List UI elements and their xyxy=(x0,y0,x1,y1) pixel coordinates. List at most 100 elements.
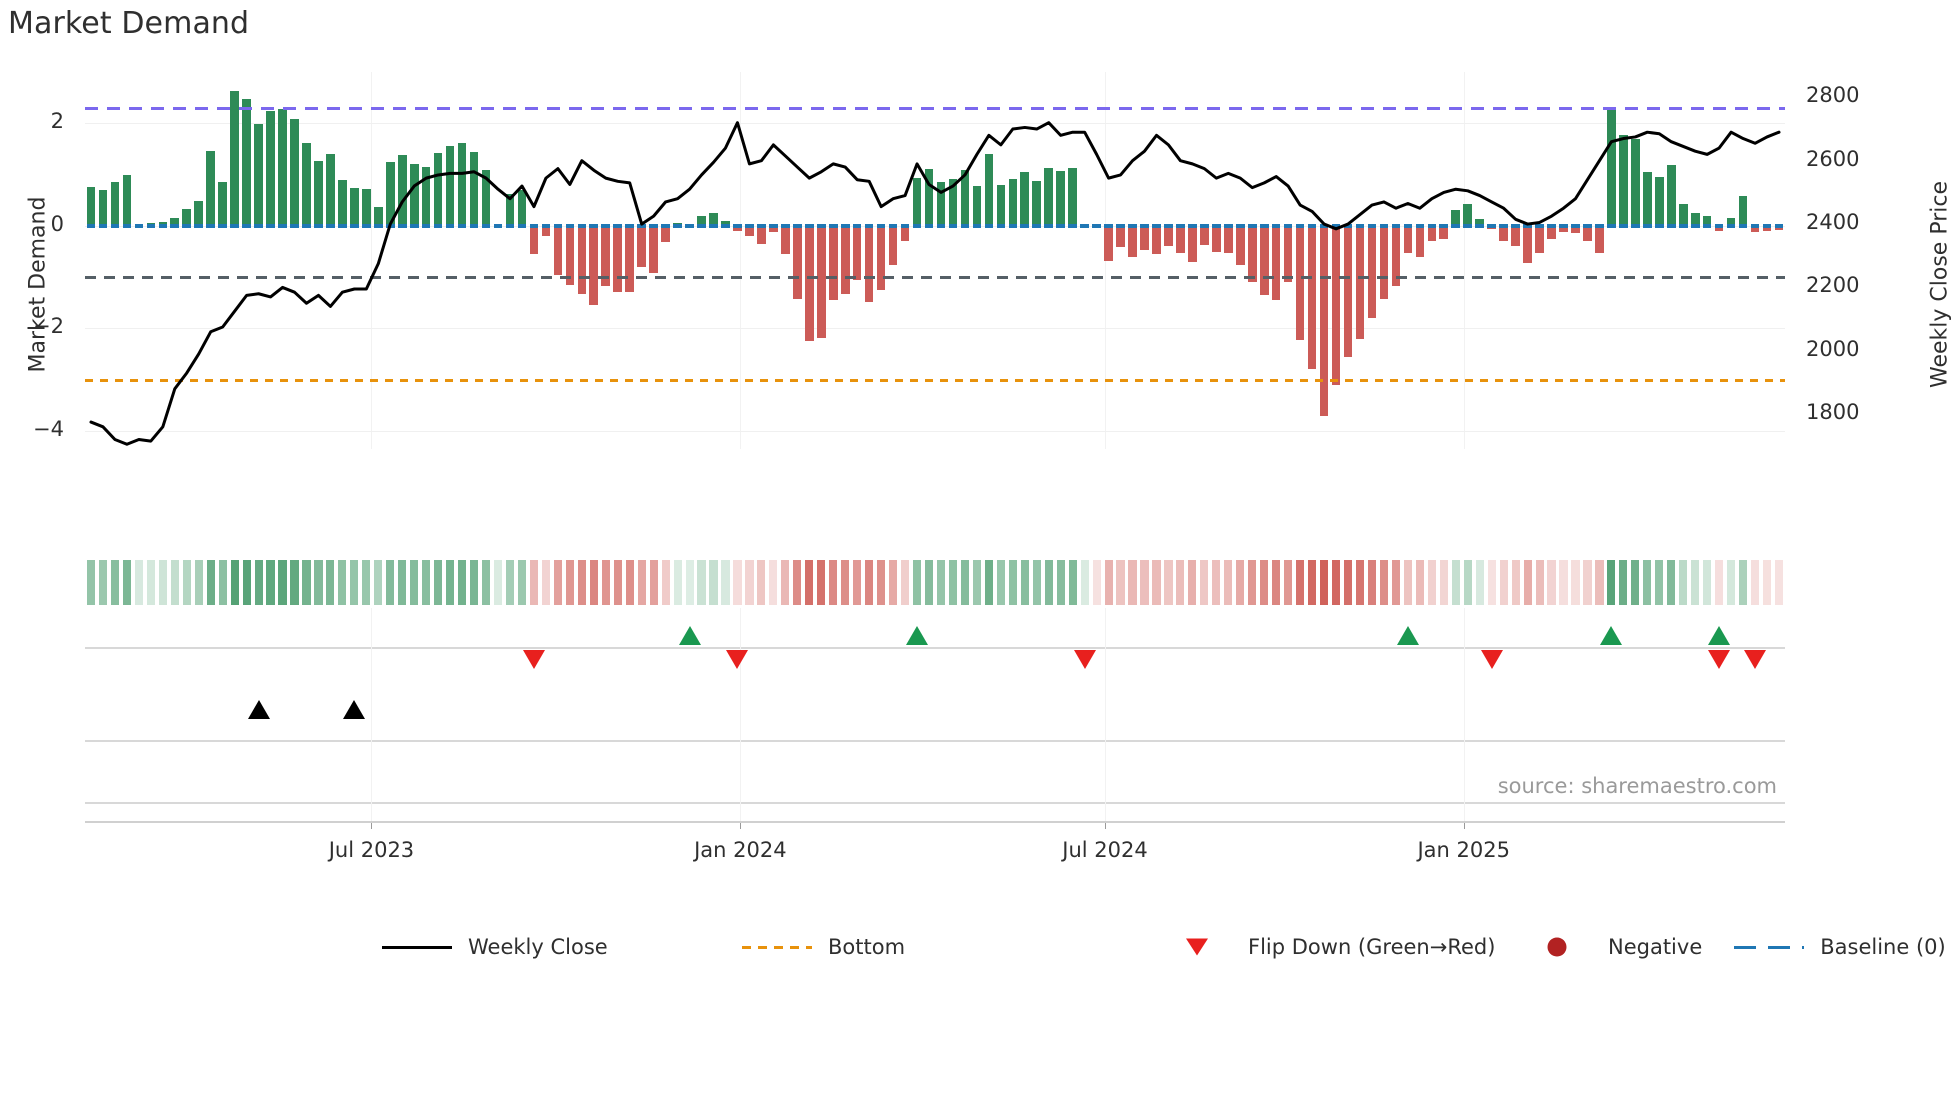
heat-cell xyxy=(182,560,191,605)
y-axis-right-label: Weekly Close Price xyxy=(1927,181,1953,388)
demand-bar xyxy=(601,225,611,287)
heat-cell xyxy=(1427,560,1436,605)
demand-bar xyxy=(1295,225,1305,340)
demand-bar xyxy=(996,184,1006,226)
demand-bar xyxy=(1571,225,1580,234)
demand-bar xyxy=(769,225,778,232)
heat-cell xyxy=(912,560,922,605)
demand-bar xyxy=(338,179,347,226)
y-tick-right: 2200 xyxy=(1806,273,1860,298)
heat-cell xyxy=(314,560,323,605)
demand-bar xyxy=(1523,225,1532,263)
demand-bar xyxy=(517,189,527,226)
heat-cell xyxy=(901,560,910,605)
demand-bar xyxy=(230,90,239,226)
heat-cell xyxy=(1272,560,1281,605)
demand-bar xyxy=(1247,225,1257,283)
heat-cell xyxy=(1140,560,1149,605)
demand-bar xyxy=(326,153,335,226)
price-cross-marker-row xyxy=(85,688,1785,760)
demand-bar xyxy=(374,207,383,226)
legend-circle-icon xyxy=(1520,936,1594,958)
heat-cell xyxy=(1631,560,1640,605)
demand-bar xyxy=(433,153,443,226)
demand-bar xyxy=(1738,196,1748,226)
heat-cell xyxy=(1331,560,1341,605)
heat-cell xyxy=(1164,560,1173,605)
demand-bar xyxy=(1176,225,1185,253)
demand-bar xyxy=(1654,176,1664,226)
demand-bar xyxy=(278,109,287,226)
heat-cell xyxy=(338,560,347,605)
demand-bar xyxy=(1643,172,1652,226)
demand-bar xyxy=(1535,225,1544,253)
flip-down-marker xyxy=(1073,650,1096,669)
demand-bar xyxy=(1164,225,1173,247)
demand-bar xyxy=(1020,172,1030,226)
x-tick-mark xyxy=(371,822,373,829)
heat-cell xyxy=(1188,560,1197,605)
legend-triangle-down-icon xyxy=(1160,936,1234,958)
legend-label: Negative xyxy=(1608,935,1703,959)
heat-cell xyxy=(1415,560,1424,605)
demand-bar xyxy=(1283,225,1293,283)
demand-bar xyxy=(1547,225,1556,239)
heat-cell xyxy=(613,560,622,605)
heat-cell xyxy=(230,560,239,605)
demand-bar xyxy=(1666,165,1676,226)
x-tick-label: Jan 2025 xyxy=(1417,838,1510,862)
demand-bar xyxy=(397,155,407,226)
heat-cell xyxy=(98,560,108,605)
heat-cell xyxy=(1308,560,1317,605)
y-tick-left: −4 xyxy=(33,417,64,442)
demand-bar xyxy=(589,225,599,306)
heat-cell xyxy=(350,560,359,605)
demand-bar xyxy=(1200,225,1209,246)
demand-bar xyxy=(1188,225,1197,262)
x-tick-label: Jul 2024 xyxy=(1062,838,1148,862)
heat-cell xyxy=(853,560,862,605)
demand-bar xyxy=(852,225,862,280)
legend-item[interactable]: Flip Down (Green→Red) xyxy=(1160,928,1495,966)
demand-bar xyxy=(1678,204,1688,226)
heat-cell xyxy=(841,560,850,605)
legend-item[interactable]: Baseline (0) xyxy=(1732,928,1946,966)
demand-bar xyxy=(816,225,826,338)
heat-cell xyxy=(470,560,479,605)
price-cross-marker xyxy=(247,700,270,719)
heat-cell xyxy=(553,560,562,605)
heat-cell xyxy=(661,560,670,605)
heat-cell xyxy=(565,560,574,605)
legend-item[interactable]: Weekly Close xyxy=(380,928,710,966)
reference-line xyxy=(85,379,1785,383)
heat-cell xyxy=(1487,560,1496,605)
demand-bar xyxy=(1511,225,1520,247)
heat-cell xyxy=(290,560,299,605)
heat-cell xyxy=(1379,560,1388,605)
source-row: source: sharemaestro.com xyxy=(85,760,1785,822)
demand-bar xyxy=(1104,225,1113,261)
demand-bar xyxy=(350,188,359,226)
demand-bar xyxy=(745,225,754,237)
demand-bar xyxy=(242,99,251,226)
heat-cell xyxy=(122,560,131,605)
heat-cell xyxy=(769,560,778,605)
heat-cell xyxy=(1655,560,1664,605)
legend-item[interactable]: Bottom xyxy=(740,928,1130,966)
heat-cell xyxy=(1595,560,1604,605)
heat-cell xyxy=(948,560,958,605)
main-plot-area xyxy=(85,72,1785,449)
x-axis-line xyxy=(85,821,1785,823)
demand-bar xyxy=(1762,225,1772,231)
legend-item[interactable]: Negative xyxy=(1520,928,1702,966)
heat-cell xyxy=(589,560,598,605)
heat-cell xyxy=(266,560,275,605)
demand-bar xyxy=(1714,225,1724,231)
legend-label: Weekly Close xyxy=(468,935,608,959)
heat-cell xyxy=(1128,560,1137,605)
demand-bar xyxy=(254,124,263,226)
demand-bar xyxy=(697,215,706,226)
demand-bar xyxy=(362,189,371,226)
x-tick-label: Jan 2024 xyxy=(694,838,787,862)
heat-cell xyxy=(458,560,467,605)
